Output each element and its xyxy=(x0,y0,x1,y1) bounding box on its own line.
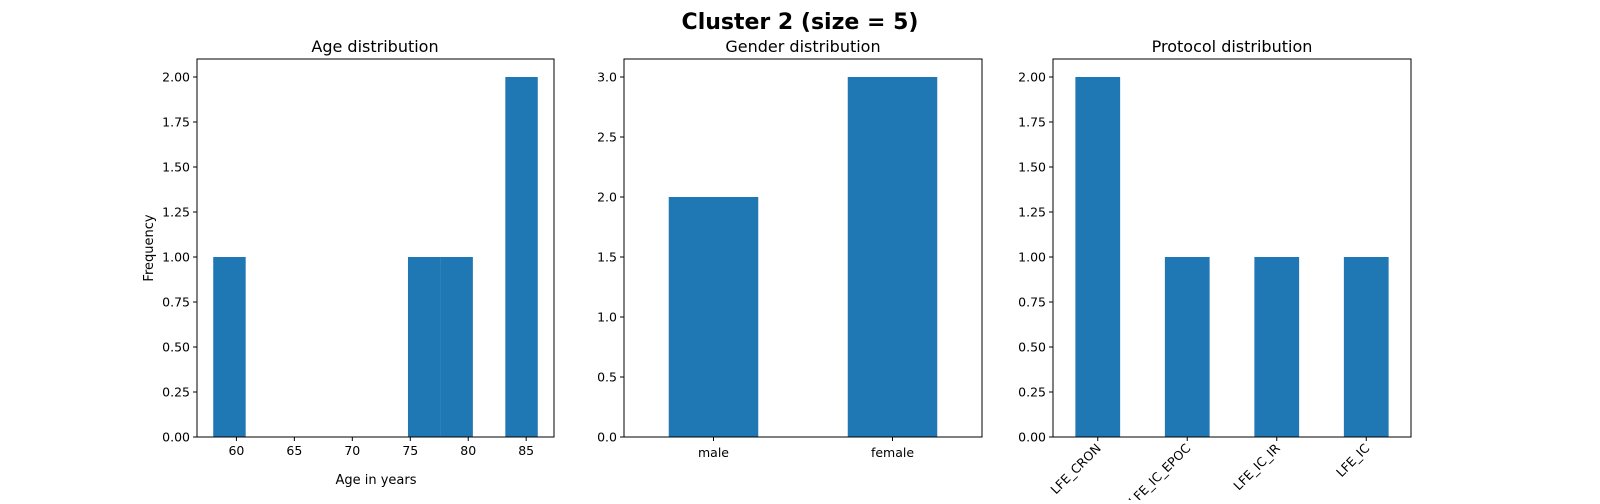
age-y-tick-label-3: 0.75 xyxy=(162,295,190,310)
gender-panel-title: Gender distribution xyxy=(725,37,880,56)
gender-y-tick-label-3: 1.5 xyxy=(597,250,617,265)
protocol-bar-panel: Protocol distribution LFE_CRON LFE_IC_EPO… xyxy=(1018,37,1412,500)
protocol-y-tick-label-7: 1.75 xyxy=(1018,115,1046,130)
age-x-tick-label-1: 65 xyxy=(286,443,302,458)
protocol-y-tick-label-0: 0.00 xyxy=(1018,430,1046,445)
protocol-axes-frame xyxy=(1052,58,1412,438)
protocol-y-tick-label-5: 1.25 xyxy=(1018,205,1046,220)
gender-axes-frame xyxy=(623,58,983,438)
protocol-y-tick-label-3: 0.75 xyxy=(1018,295,1046,310)
protocol-bar-lfe_cron xyxy=(1075,77,1121,437)
protocol-x-tick-label-2: LFE_IC_IR xyxy=(1230,440,1283,493)
age-x-tick-label-5: 85 xyxy=(518,443,534,458)
protocol-bar-lfe_ic xyxy=(1343,257,1389,437)
figure-title: Cluster 2 (size = 5) xyxy=(682,10,919,35)
age-bar-9 xyxy=(505,77,538,437)
protocol-panel-title: Protocol distribution xyxy=(1152,37,1313,56)
gender-y-tick-label-0: 0.0 xyxy=(597,430,617,445)
protocol-y-tick-label-2: 0.50 xyxy=(1018,340,1046,355)
age-panel-title: Age distribution xyxy=(311,37,438,56)
age-bar-6 xyxy=(407,257,441,437)
age-y-tick-label-4: 1.00 xyxy=(162,250,190,265)
protocol-x-tick-label-1: LFE_IC_EPOC xyxy=(1126,440,1194,500)
gender-x-tick-label-0: male xyxy=(698,445,729,460)
gender-y-tick-label-6: 3.0 xyxy=(597,70,617,85)
protocol-y-tick-label-8: 2.00 xyxy=(1018,70,1046,85)
protocol-y-tick-label-4: 1.00 xyxy=(1018,250,1046,265)
age-axes-frame xyxy=(196,58,555,438)
age-y-tick-label-2: 0.50 xyxy=(162,340,190,355)
protocol-y-tick-label-6: 1.50 xyxy=(1018,160,1046,175)
protocol-x-tick-label-0: LFE_CRON xyxy=(1047,441,1104,498)
protocol-y-tick-label-1: 0.25 xyxy=(1018,385,1046,400)
age-x-axis-label: Age in years xyxy=(335,473,416,488)
gender-marks: male female 0.0 0.5 1.0 1.5 2.0 2.5 3.0 xyxy=(597,58,983,460)
age-marks: 60 65 70 75 80 85 0.00 0.25 0.50 0.75 1.00 1.25 1.50… xyxy=(162,58,555,458)
age-y-tick-label-0: 0.00 xyxy=(162,430,190,445)
gender-bar-female xyxy=(847,77,938,437)
protocol-marks: LFE_CRON LFE_IC_EPOC LFE_IC_IR LFE_IC 0.00 0.… xyxy=(1018,58,1412,500)
age-y-tick-label-6: 1.50 xyxy=(162,160,190,175)
age-y-axis-label: Frequency xyxy=(142,214,157,281)
gender-y-tick-label-2: 1.0 xyxy=(597,310,617,325)
gender-y-tick-label-5: 2.5 xyxy=(597,130,617,145)
age-x-tick-label-4: 80 xyxy=(460,443,476,458)
gender-y-tick-label-4: 2.0 xyxy=(597,190,617,205)
age-y-tick-label-1: 0.25 xyxy=(162,385,190,400)
protocol-bar-lfe_ic_epoc xyxy=(1164,257,1210,437)
gender-bar-male xyxy=(668,197,759,437)
age-x-tick-label-2: 70 xyxy=(344,443,360,458)
gender-bar-panel: Gender distribution male female 0.0 0.5 1.0 1… xyxy=(597,37,983,460)
age-x-tick-label-0: 60 xyxy=(228,443,244,458)
protocol-bar-lfe_ic_ir xyxy=(1254,257,1300,437)
age-x-tick-label-3: 75 xyxy=(402,443,418,458)
protocol-x-tick-label-3: LFE_IC xyxy=(1333,440,1373,480)
gender-x-tick-label-1: female xyxy=(871,445,914,460)
age-y-tick-label-7: 1.75 xyxy=(162,115,190,130)
gender-y-tick-label-1: 0.5 xyxy=(597,370,617,385)
age-y-tick-label-5: 1.25 xyxy=(162,205,190,220)
age-bar-7 xyxy=(440,257,473,437)
age-y-tick-label-8: 2.00 xyxy=(162,70,190,85)
age-bar-0 xyxy=(213,257,246,437)
age-histogram-panel: Age distribution Age in years Frequency … xyxy=(142,37,555,488)
